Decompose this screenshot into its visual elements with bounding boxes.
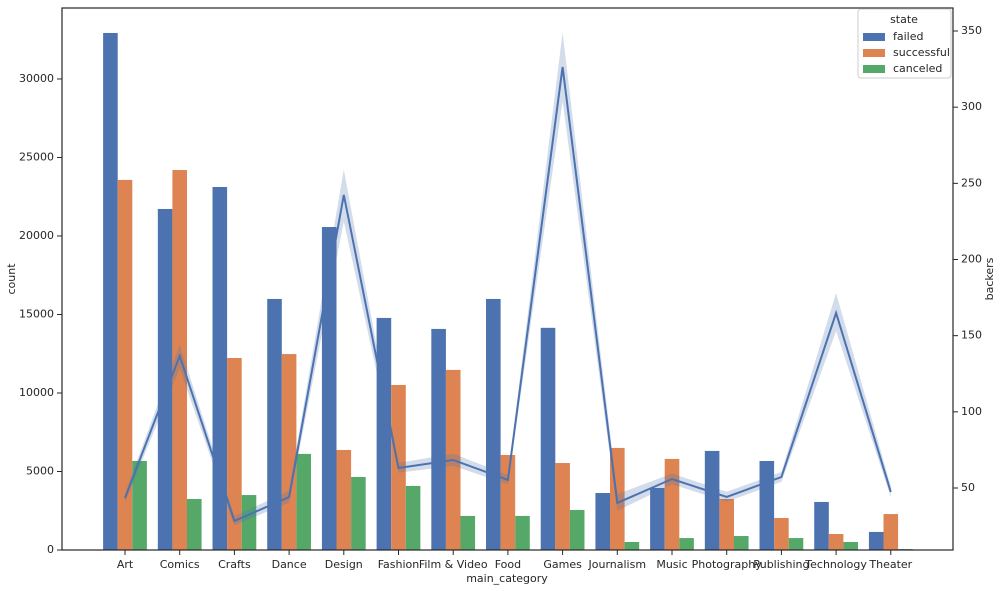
bar	[788, 538, 804, 550]
bar	[296, 453, 311, 550]
bar	[376, 317, 392, 550]
backers-line	[124, 66, 892, 523]
bar	[486, 298, 501, 550]
y-tick-label: 0	[47, 543, 54, 556]
bar	[186, 498, 202, 550]
legend-box	[857, 8, 952, 79]
x-tick-label: Music	[656, 558, 687, 571]
y2-tick-label: 50	[961, 481, 975, 494]
y-tick-label: 5000	[26, 464, 54, 477]
bar	[664, 458, 680, 550]
plot-frame	[61, 7, 954, 551]
bar	[117, 179, 133, 550]
bar	[774, 517, 789, 550]
x-tick-label: Fashion	[378, 558, 420, 571]
y2-tick-label: 100	[961, 405, 982, 418]
bar	[650, 487, 665, 550]
legend-label: successful	[893, 46, 950, 59]
bar	[321, 227, 337, 550]
y-tick-label: 25000	[19, 150, 54, 163]
bar	[172, 170, 187, 550]
bar	[500, 455, 516, 550]
x-tick-label: Publishing	[753, 558, 809, 571]
y2-tick-label: 200	[961, 253, 982, 266]
bar	[595, 493, 611, 550]
bar	[103, 32, 118, 550]
bar	[227, 357, 242, 550]
x-tick-label: Theater	[868, 558, 912, 571]
x-tick-label: Film & Video	[419, 558, 488, 571]
bar	[336, 449, 352, 550]
y-tick-label: 20000	[19, 229, 54, 242]
bar	[351, 476, 366, 550]
x-tick-label: Games	[543, 558, 582, 571]
bar	[733, 536, 749, 550]
bar	[719, 498, 734, 550]
y-tick-label: 15000	[19, 307, 54, 320]
x-tick-label: Food	[495, 558, 521, 571]
y2-tick-label: 150	[961, 329, 982, 342]
bar	[624, 541, 640, 550]
x-tick-label: Journalism	[588, 558, 647, 571]
bar	[431, 328, 446, 550]
bar	[540, 327, 556, 550]
bar	[679, 538, 694, 550]
x-tick-label: Design	[325, 558, 363, 571]
bar	[515, 515, 530, 550]
legend-swatch	[863, 49, 885, 57]
y-tick-label: 10000	[19, 386, 54, 399]
y2-tick-label: 250	[961, 176, 982, 189]
bar	[828, 533, 844, 550]
bar	[405, 485, 421, 550]
bar	[267, 298, 282, 550]
bar	[814, 501, 829, 550]
bar	[241, 495, 257, 550]
y2-axis-label: backers	[983, 257, 996, 300]
bar	[759, 460, 775, 550]
bar	[281, 354, 297, 550]
legend-swatch	[863, 33, 885, 41]
bar	[157, 208, 173, 551]
bar	[212, 186, 228, 550]
legend-label: canceled	[893, 62, 942, 75]
bar	[883, 514, 899, 550]
x-tick-label: Art	[117, 558, 134, 571]
x-tick-label: Comics	[160, 558, 200, 571]
x-tick-label: Photography	[692, 558, 763, 571]
legend-swatch	[863, 65, 885, 73]
y2-tick-label: 350	[961, 24, 982, 37]
bar	[843, 541, 858, 550]
bar	[132, 460, 147, 550]
y-tick-label: 30000	[19, 72, 54, 85]
y-axis-label: count	[5, 263, 18, 295]
bar	[555, 463, 570, 550]
x-tick-label: Technology	[804, 558, 867, 571]
x-axis-label: main_category	[466, 572, 548, 585]
y2-tick-label: 300	[961, 100, 982, 113]
x-tick-label: Crafts	[218, 558, 251, 571]
bar	[569, 509, 585, 550]
legend-title: state	[890, 13, 918, 26]
legend-label: failed	[893, 30, 923, 43]
bar	[704, 450, 720, 550]
bar	[868, 531, 884, 550]
bar	[460, 515, 476, 550]
x-tick-label: Dance	[272, 558, 307, 571]
